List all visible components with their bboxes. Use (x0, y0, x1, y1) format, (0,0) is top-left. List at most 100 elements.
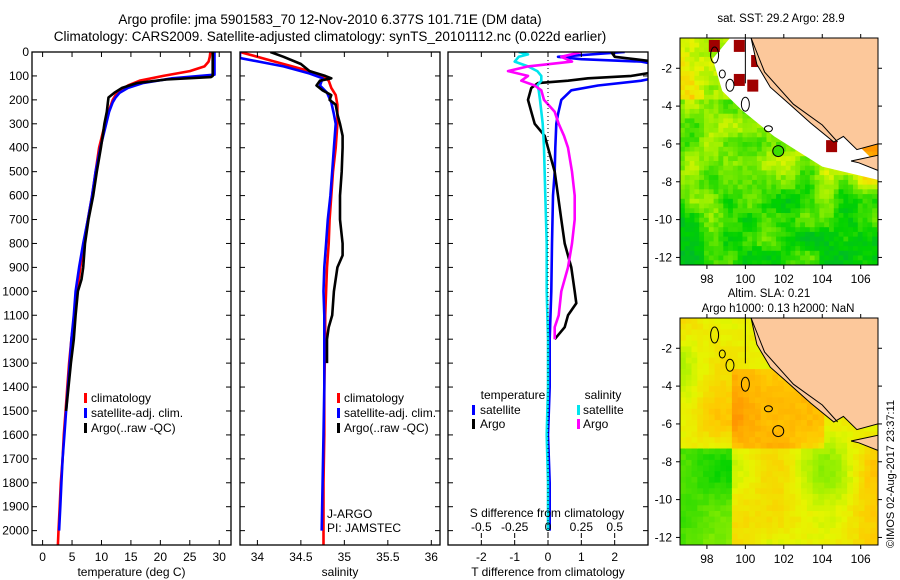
map-cell (737, 340, 745, 347)
map-cell (704, 71, 710, 77)
map-cell (766, 132, 772, 138)
map-cell (760, 516, 768, 523)
map-cell (743, 488, 750, 495)
map-cell (680, 352, 687, 359)
map-cell (714, 522, 721, 529)
y-tick-label: 700 (9, 213, 29, 227)
map-cell (801, 459, 808, 467)
map-cell (853, 505, 860, 512)
map-cell (867, 231, 873, 238)
map-cell (795, 255, 801, 261)
map-cell (723, 99, 729, 105)
map-cell (718, 161, 724, 167)
map-cell (785, 184, 792, 190)
map-cell (867, 179, 873, 186)
map-cell (824, 431, 831, 438)
map-cell (726, 476, 733, 484)
map-cell (731, 488, 739, 495)
map-cell (778, 380, 785, 387)
map-cell (713, 203, 719, 209)
map-cell (691, 465, 698, 472)
map-cell (684, 236, 691, 242)
map-cell (756, 246, 763, 252)
map-cell (684, 99, 691, 105)
map-cell (685, 528, 693, 535)
map-cell (814, 179, 820, 186)
series-t-argo (526, 52, 648, 341)
map-cell (800, 175, 806, 181)
map-cell (699, 184, 705, 190)
map-cell (829, 528, 837, 535)
map-cell (680, 493, 687, 501)
map-cell (771, 156, 777, 162)
map-cell (752, 118, 758, 124)
map-cell (680, 323, 687, 330)
map-cell (814, 213, 820, 219)
map-cell (876, 465, 878, 472)
map-cell (812, 482, 819, 489)
map-cell (731, 414, 739, 421)
map-cell (835, 459, 843, 467)
map-cell (708, 318, 716, 325)
map-cell (772, 414, 779, 421)
map-cell (790, 250, 796, 257)
map-cell (824, 175, 830, 181)
lon-tick-label: 104 (812, 552, 832, 566)
legend-swatch (472, 419, 475, 429)
map-cell (728, 203, 734, 209)
map-cell (766, 179, 772, 186)
map-cell (755, 499, 762, 506)
map-cell (790, 161, 796, 167)
map-cell (801, 499, 808, 506)
map-cell (812, 459, 819, 467)
map-cell (728, 217, 734, 223)
map-cell (718, 104, 724, 110)
map-cell (789, 442, 796, 450)
map-cell (743, 437, 750, 444)
map-cell (713, 198, 719, 205)
map-cell (726, 431, 733, 438)
map-cell (778, 420, 785, 427)
map-cell (737, 397, 745, 404)
map-cell (829, 241, 835, 247)
map-cell (766, 420, 773, 427)
map-cell (689, 38, 695, 44)
map-cell (766, 448, 773, 455)
map-cell (818, 493, 825, 501)
map-cell (761, 236, 768, 242)
map-cell (819, 189, 825, 195)
map-cell (732, 222, 739, 228)
map-cell (680, 170, 686, 176)
map-cell (708, 90, 715, 96)
map-cell (684, 71, 691, 77)
map-cell (708, 184, 715, 190)
map-cell (720, 448, 727, 455)
map-cell (876, 499, 878, 506)
map-cell (752, 189, 758, 195)
map-cell (708, 346, 716, 353)
map-cell (800, 231, 806, 238)
map-cell (732, 241, 739, 247)
map-cell (867, 189, 873, 195)
map-cell (843, 175, 849, 181)
map-cell (760, 511, 768, 518)
map-cell (684, 151, 691, 157)
map-cell (737, 236, 744, 242)
map-cell (737, 318, 745, 325)
map-cell (756, 231, 763, 238)
map-cell (838, 236, 844, 242)
map-cell (795, 198, 801, 205)
map-cell (870, 516, 877, 523)
map-cell (833, 255, 840, 261)
map-cell (699, 80, 705, 86)
map-cell (780, 236, 787, 242)
map-cell (795, 231, 801, 238)
map-cell (760, 425, 768, 433)
map-cell (723, 231, 729, 238)
map-cell (708, 522, 716, 529)
map-cell (862, 236, 868, 242)
map-cell (685, 380, 693, 387)
map-cell (783, 454, 791, 461)
map-cell (760, 465, 768, 472)
map-cell (718, 123, 724, 129)
